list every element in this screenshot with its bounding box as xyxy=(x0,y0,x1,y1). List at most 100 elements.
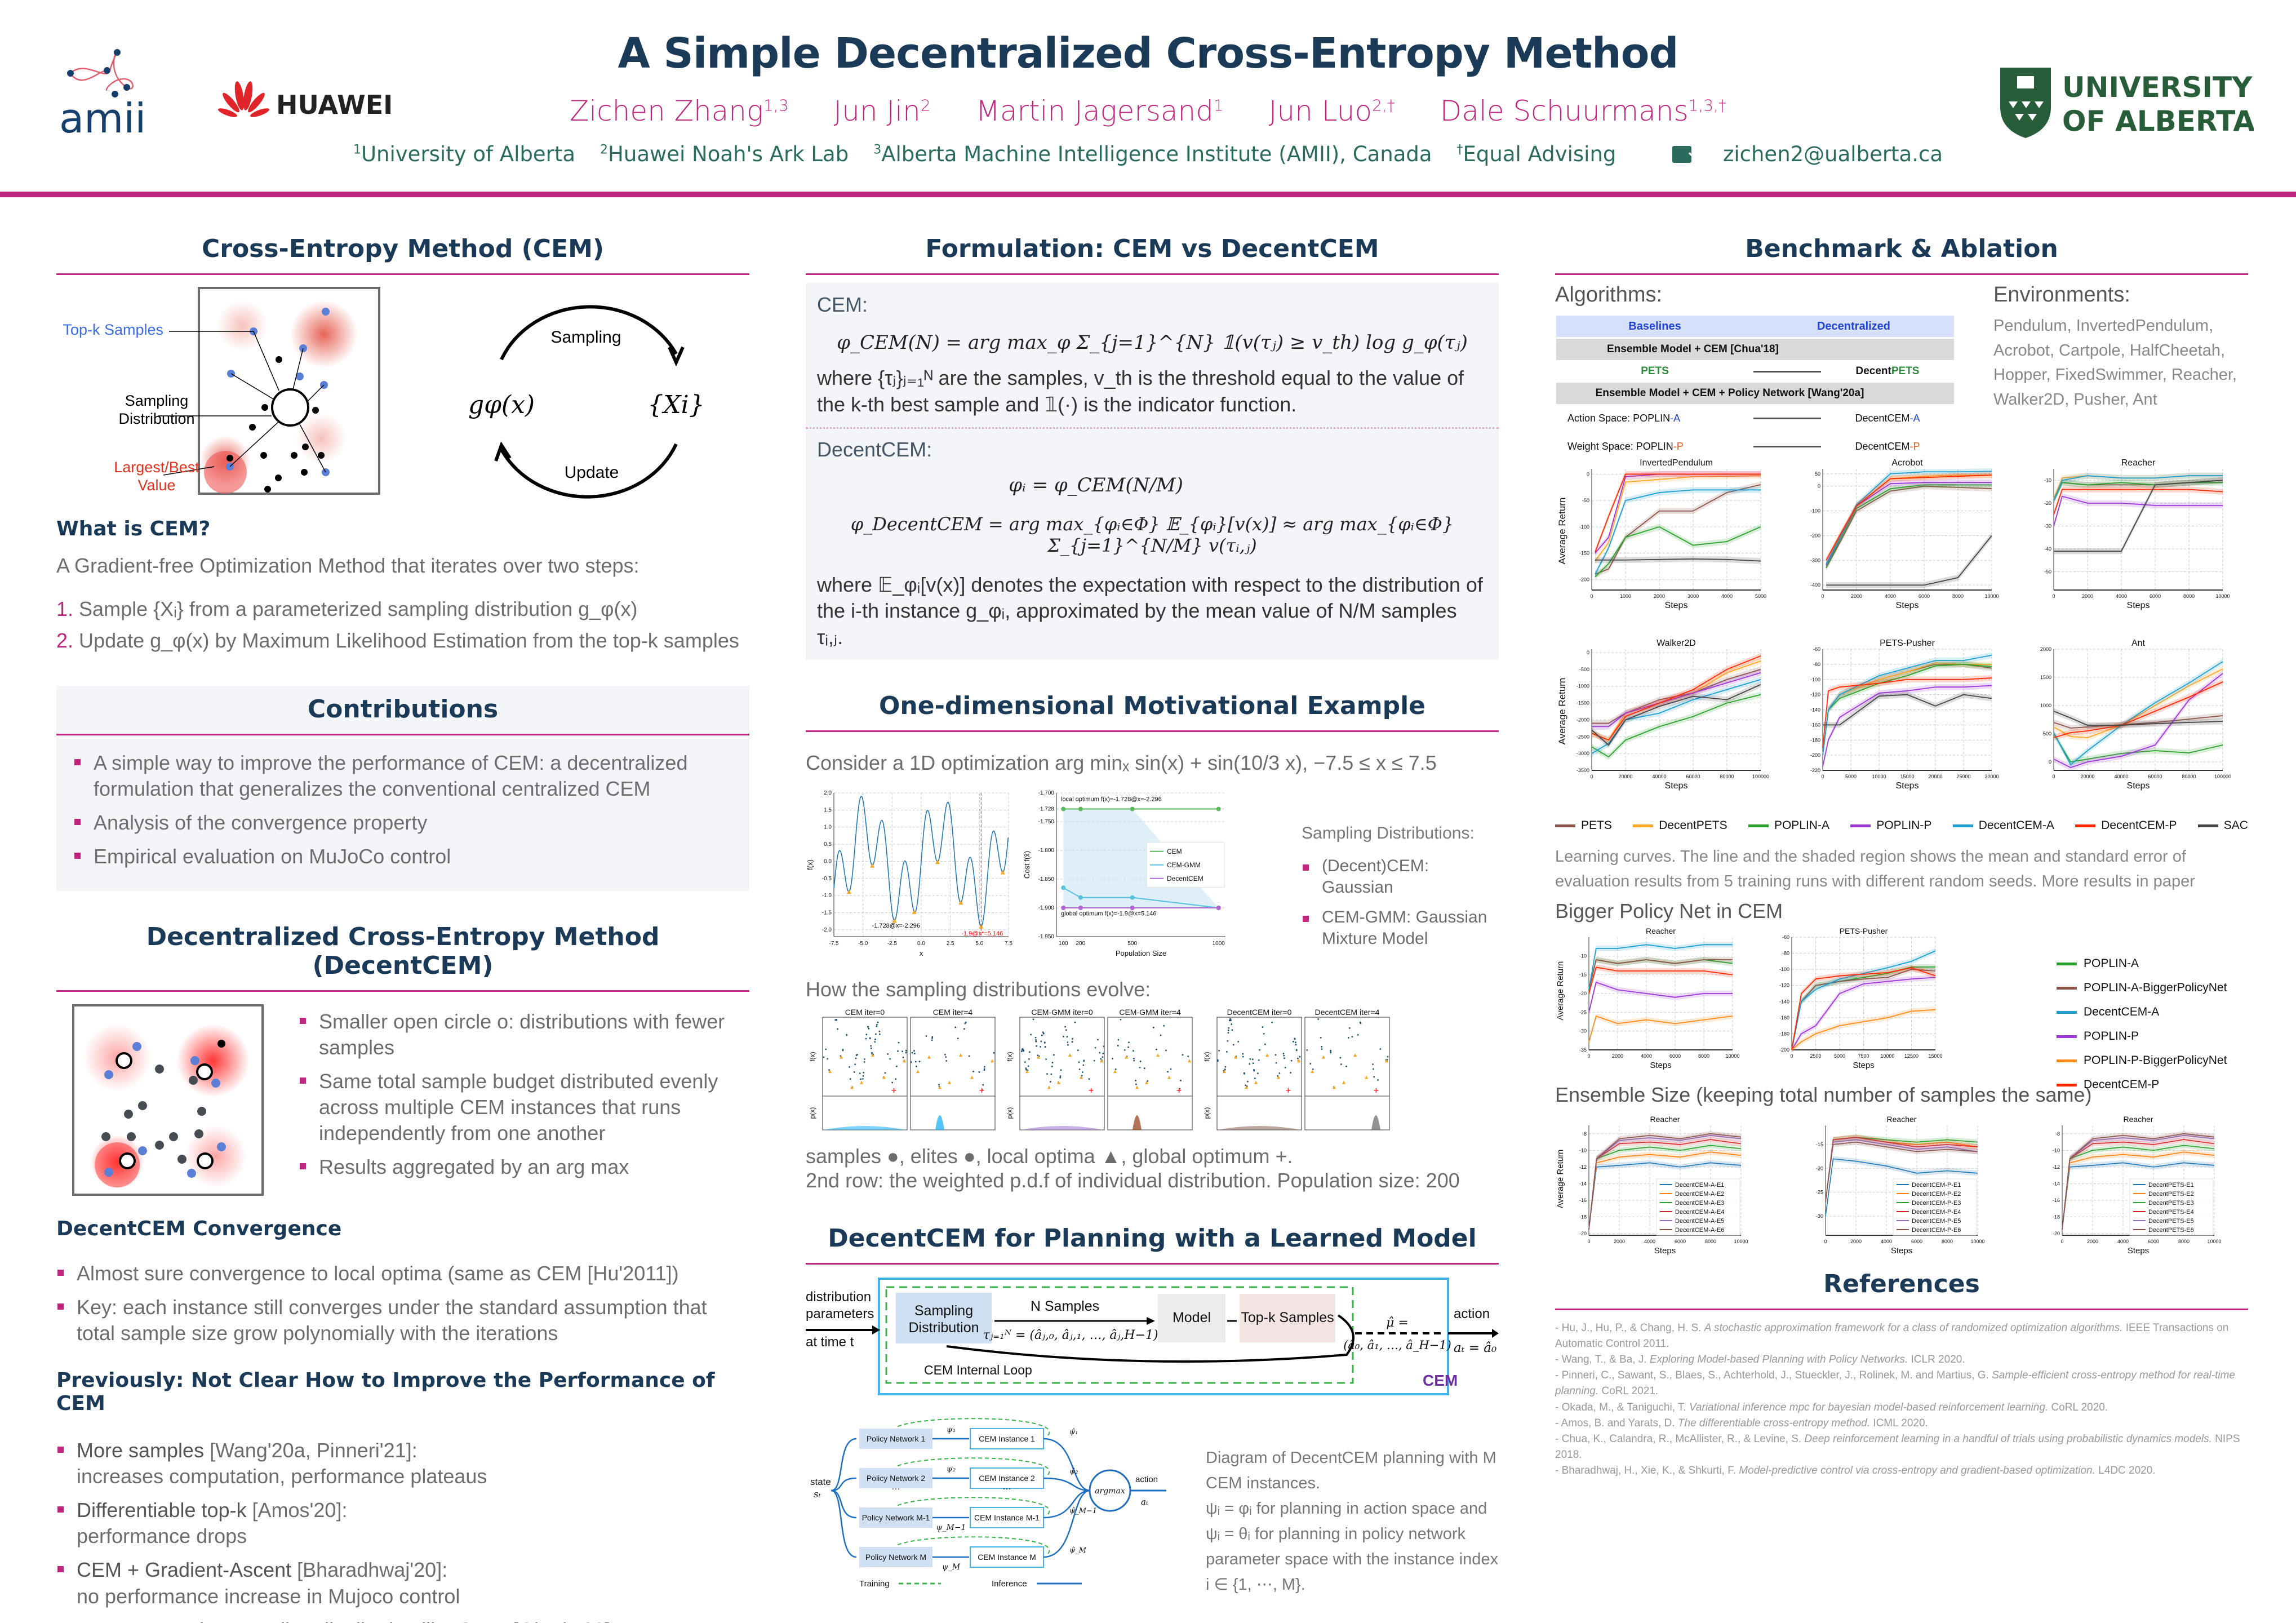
psi-label: ψ₂ xyxy=(947,1465,956,1474)
sample-point xyxy=(1060,1075,1062,1077)
fx-panel: -7.5 -5.0 -2.5 0.0 2.5 5.0 7.5 -2.0 -1.5 -1.0 -0.5… xyxy=(806,790,1012,957)
sample-point xyxy=(1279,1072,1281,1074)
cem-equation-description: where {τⱼ}ⱼ₌₁ᴺ are the samples, v_th is … xyxy=(817,365,1487,418)
data-point xyxy=(1061,885,1065,890)
sample-point xyxy=(1373,1068,1374,1070)
tick-label: 3000 xyxy=(1687,593,1699,599)
legend-label: DecentPETS-E3 xyxy=(2148,1200,2194,1207)
sample-point xyxy=(1228,1030,1229,1031)
tick-label: -100 xyxy=(1810,508,1820,514)
sample-point xyxy=(905,1052,907,1054)
chart-legend: DecentCEM-P-E1DecentCEM-P-E2DecentCEM-P-… xyxy=(1893,1179,1977,1235)
data-point xyxy=(1078,807,1083,812)
cem-instance-label: CEM Instance 1 xyxy=(979,1434,1035,1443)
tick-label: 0 xyxy=(1821,774,1824,779)
chart-title: Reacher xyxy=(2121,458,2156,468)
svg-text:gφ(x): gφ(x) xyxy=(468,391,535,419)
chart-title: Walker2D xyxy=(1657,638,1696,648)
decentcem-list: Smaller open circle o: distributions wit… xyxy=(299,1009,749,1188)
sample-point xyxy=(895,1078,896,1080)
policy-network-label: Policy Network 1 xyxy=(867,1434,925,1443)
approach-outcome: increases computation, performance plate… xyxy=(77,1465,487,1488)
sample-point xyxy=(1360,1023,1362,1025)
svg-text:Distribution: Distribution xyxy=(118,410,194,427)
sample-point xyxy=(1317,1018,1319,1020)
sample-point xyxy=(1059,1077,1061,1079)
author-name: Martin Jagersand1 xyxy=(976,95,1224,127)
ellipsis: … xyxy=(891,1482,900,1492)
panel-title: CEM iter=0 xyxy=(845,1008,885,1017)
tick-label: 10000 xyxy=(1725,1053,1739,1059)
panel-frame xyxy=(1108,1017,1192,1096)
tick-label: 0 xyxy=(1587,1239,1590,1244)
chart-title: Reacher xyxy=(1887,1115,1917,1124)
legend-label: DecentCEM-A-E2 xyxy=(1675,1191,1724,1198)
tick-label: 500 xyxy=(1127,941,1137,947)
decentcem-equation-instance: φᵢ = φ_CEM(N/M) xyxy=(817,474,1487,496)
decentcem-sampling-figure xyxy=(72,1004,264,1196)
sample-point xyxy=(1379,1048,1381,1050)
tick-label: -80 xyxy=(1782,951,1789,956)
sample-point xyxy=(916,1066,917,1067)
tick-label: -50 xyxy=(1582,498,1589,503)
legend-label: DecentPETS-E2 xyxy=(2148,1191,2194,1198)
sample-point xyxy=(1118,1039,1120,1041)
policy-network-label: Policy Network M-1 xyxy=(862,1513,930,1522)
sample-point xyxy=(1295,1041,1296,1043)
reference-item: - Hu, J., Hu, P., & Chang, H. S. A stoch… xyxy=(1555,1320,2248,1352)
section-title-decentcem: Decentralized Cross-Entropy Method (Dece… xyxy=(56,914,749,992)
tick-label: -3500 xyxy=(1576,768,1589,773)
sample-point xyxy=(1133,1058,1135,1059)
tick-label: -20 xyxy=(1579,1231,1587,1236)
y-axis-label: Average Return xyxy=(1557,678,1567,745)
sample-point xyxy=(1283,1053,1285,1054)
sample-point xyxy=(870,1045,872,1047)
approach-reference: [Bharadhwaj'20]: xyxy=(297,1558,447,1581)
panel-frame xyxy=(911,1096,995,1130)
decentcem-planning: state sₜ Policy Network 1 ψ₁ CEM Instance 1ψ… xyxy=(806,1406,1499,1592)
tick-label: 50 xyxy=(1815,471,1820,477)
sample-point xyxy=(871,1048,872,1049)
sampling-distribution-item: CEM-GMM: Gaussian Mixture Model xyxy=(1302,907,1499,950)
series-line xyxy=(2054,496,2223,526)
legend-label: POPLIN-A xyxy=(1774,819,1829,832)
series-band xyxy=(2054,493,2223,529)
sample-point xyxy=(1372,1063,1374,1065)
svg-text:Sampling: Sampling xyxy=(125,392,189,409)
tick-label: 0 xyxy=(1590,593,1593,599)
legend-label: DecentPETS-E6 xyxy=(2148,1227,2194,1234)
tick-label: 0.0 xyxy=(917,941,925,947)
legend-label: POPLIN-A-BiggerPolicyNet xyxy=(2084,981,2227,994)
evolve-heading: How the sampling distributions evolve: xyxy=(806,974,1499,1005)
y-axis-label: Average Return xyxy=(1556,961,1565,1021)
sample-point xyxy=(1340,1063,1342,1065)
sample-point xyxy=(864,1061,865,1063)
reference-item: - Bharadhwaj, H., Xie, K., & Shkurti, F.… xyxy=(1555,1463,2248,1479)
email-contact[interactable]: zichen2@ualberta.ca xyxy=(1660,142,1955,166)
legend-item: POPLIN-P xyxy=(2057,1024,2227,1048)
previous-approach-item: CEM + Gradient-Ascent [Bharadhwaj'20]: no… xyxy=(56,1557,749,1609)
tick-label: -160 xyxy=(1779,1015,1789,1021)
sample-point xyxy=(898,1042,900,1044)
svg-text:Sampling: Sampling xyxy=(914,1303,973,1319)
sample-point xyxy=(879,1034,881,1035)
sample-point xyxy=(944,1054,946,1056)
chart-legend: DecentPETS-E1 DecentPETS-E2 DecentPETS-E3 D… xyxy=(2130,1179,2213,1235)
x-axis-label: Steps xyxy=(1891,1246,1912,1256)
legend-item: SAC xyxy=(2198,819,2248,832)
email-address[interactable]: zichen2@ualberta.ca xyxy=(1723,142,1943,166)
sample-point xyxy=(1228,1027,1229,1029)
section-title-references: References xyxy=(1555,1261,2248,1310)
tick-label: 0 xyxy=(2060,1239,2063,1244)
tick-label: -35 xyxy=(1579,1047,1587,1053)
cem-step: 1. Sample {Xᵢ} from a parameterized samp… xyxy=(56,593,749,625)
sample-point xyxy=(945,1056,947,1058)
legend-label: DecentCEM-A-E3 xyxy=(1675,1200,1724,1207)
tick-label: -2000 xyxy=(1576,717,1589,722)
legend-label: SAC xyxy=(2224,819,2248,832)
psi-hat-label: ψ̂₁ xyxy=(1069,1428,1078,1436)
psi-hat-label: ψ̂_M xyxy=(1069,1546,1087,1555)
tick-label: 4000 xyxy=(1644,1239,1655,1244)
bigger-policy-heading: Bigger Policy Net in CEM xyxy=(1555,899,2248,923)
legend-item: DecentCEM-A xyxy=(2057,1000,2227,1024)
